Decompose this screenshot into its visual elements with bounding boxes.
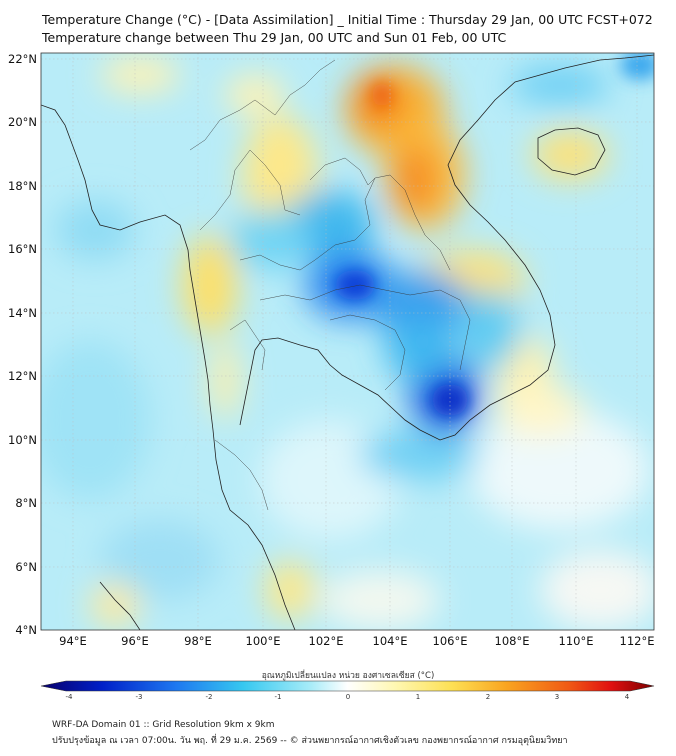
temperature-field	[41, 53, 654, 630]
chart-title: Temperature Change (°C) - [Data Assimila…	[42, 12, 653, 27]
lat-label: 12°N	[8, 369, 37, 383]
lat-label: 16°N	[8, 242, 37, 256]
lon-label: 98°E	[184, 634, 212, 648]
colorbar-tick: -4	[65, 693, 73, 701]
colorbar-tick: 4	[624, 693, 630, 701]
footer-credit: ปรับปรุงข้อมูล ณ เวลา 07:00น. วัน พฤ. ที…	[52, 736, 568, 746]
lon-label: 108°E	[494, 634, 530, 648]
footer-model-info: WRF-DA Domain 01 :: Grid Resolution 9km …	[52, 720, 275, 730]
colorbar-tick: -2	[205, 693, 213, 701]
map-frame	[40, 52, 655, 631]
lat-label: 18°N	[8, 179, 37, 193]
lon-label: 94°E	[59, 634, 87, 648]
colorbar-tick: -1	[274, 693, 282, 701]
colorbar-tick: 1	[415, 693, 421, 701]
lat-label: 20°N	[8, 115, 37, 129]
lon-label: 110°E	[558, 634, 594, 648]
lat-label: 6°N	[15, 560, 37, 574]
lat-label: 14°N	[8, 306, 37, 320]
lon-label: 106°E	[432, 634, 468, 648]
colorbar-tick: 0	[345, 693, 351, 701]
colorbar	[40, 680, 655, 692]
colorbar-tick: 2	[485, 693, 491, 701]
lon-label: 96°E	[121, 634, 149, 648]
lon-label: 104°E	[372, 634, 408, 648]
lon-label: 102°E	[308, 634, 344, 648]
lon-label: 100°E	[245, 634, 281, 648]
colorbar-tick: -3	[135, 693, 143, 701]
colorbar-title: อุณหภูมิเปลี่ยนแปลง หน่วย องศาเซลเซียส (…	[261, 671, 435, 681]
colorbar-tick: 3	[554, 693, 560, 701]
chart-subtitle: Temperature change between Thu 29 Jan, 0…	[42, 30, 507, 45]
lat-label: 10°N	[8, 433, 37, 447]
lat-label: 22°N	[8, 52, 37, 66]
lat-label: 4°N	[15, 623, 37, 637]
coastlines	[41, 54, 654, 630]
map-gridlines	[41, 53, 654, 630]
lat-label: 8°N	[15, 496, 37, 510]
province-borders	[189, 59, 471, 511]
lon-label: 112°E	[619, 634, 655, 648]
